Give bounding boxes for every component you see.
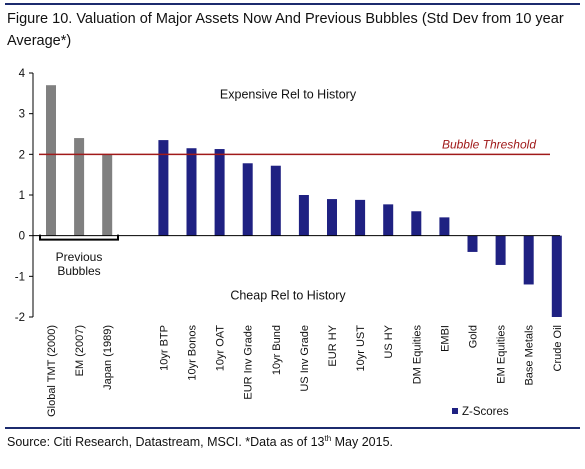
x-tick-label: 10yr Bonos bbox=[187, 325, 199, 381]
x-tick-label: 10yr Bund bbox=[271, 325, 283, 375]
previous-bubbles-label: Bubbles bbox=[57, 264, 100, 278]
z-score-bar bbox=[383, 204, 394, 236]
y-tick-label: 2 bbox=[19, 149, 25, 161]
x-tick-label: EUR HY bbox=[327, 324, 339, 366]
previous-bubbles-label: Previous bbox=[56, 250, 103, 264]
z-score-bar bbox=[158, 140, 169, 236]
annotation-expensive: Expensive Rel to History bbox=[220, 87, 357, 101]
top-rule bbox=[5, 3, 580, 5]
previous-bubble-bar bbox=[102, 154, 113, 236]
bubble-threshold-label: Bubble Threshold bbox=[442, 137, 536, 151]
z-score-bar bbox=[298, 195, 309, 236]
z-score-bar bbox=[270, 165, 281, 236]
z-score-bar bbox=[467, 235, 478, 252]
x-tick-label: Base Metals bbox=[524, 325, 536, 386]
x-tick-label: EM (2007) bbox=[74, 325, 86, 376]
source-superscript: th bbox=[324, 434, 332, 443]
x-tick-label: EM Equities bbox=[496, 325, 508, 384]
source-note: Source: Citi Research, Datastream, MSCI.… bbox=[7, 434, 393, 449]
source-text-end: May 2015. bbox=[331, 435, 394, 450]
z-score-bar bbox=[523, 235, 534, 285]
x-tick-label: 10yr BTP bbox=[158, 325, 170, 371]
x-tick-label: EMBI bbox=[439, 325, 451, 352]
z-score-bar bbox=[551, 235, 562, 317]
z-score-bar bbox=[186, 148, 197, 236]
x-tick-label: Crude Oil bbox=[552, 325, 564, 371]
x-tick-label: US HY bbox=[383, 324, 395, 358]
x-tick-label: US Inv Grade bbox=[299, 325, 311, 392]
legend-swatch bbox=[452, 408, 458, 414]
z-score-bar bbox=[411, 211, 422, 236]
x-tick-label: Japan (1989) bbox=[102, 325, 114, 390]
z-score-bar bbox=[355, 199, 366, 236]
figure-title: Figure 10. Valuation of Major Assets Now… bbox=[7, 11, 564, 49]
x-tick-label: DM Equities bbox=[411, 325, 423, 385]
y-tick-label: 1 bbox=[19, 190, 25, 202]
x-tick-label: 10yr UST bbox=[355, 325, 367, 372]
y-tick-label: -1 bbox=[15, 271, 25, 283]
z-score-bar bbox=[495, 235, 506, 265]
z-score-bar bbox=[242, 163, 253, 236]
previous-bubble-bar bbox=[46, 85, 56, 236]
y-tick-label: 3 bbox=[19, 109, 25, 121]
legend-label: Z-Scores bbox=[462, 406, 509, 418]
previous-bubbles-bracket bbox=[39, 234, 119, 241]
source-text: Source: Citi Research, Datastream, MSCI.… bbox=[7, 435, 325, 450]
x-tick-label: Gold bbox=[468, 325, 480, 348]
x-tick-label: 10yr OAT bbox=[215, 325, 227, 372]
z-score-bar bbox=[439, 217, 450, 236]
y-tick-label: 0 bbox=[19, 231, 25, 243]
x-tick-label: Global TMT (2000) bbox=[46, 325, 58, 417]
previous-bubble-bar bbox=[74, 138, 85, 236]
z-score-bar bbox=[214, 149, 225, 236]
y-tick-label: 4 bbox=[19, 68, 26, 80]
bottom-rule bbox=[5, 427, 580, 429]
x-tick-label: EUR Inv Grade bbox=[243, 325, 255, 400]
z-score-bar bbox=[327, 199, 337, 236]
annotation-cheap: Cheap Rel to History bbox=[230, 289, 346, 303]
y-tick-label: -2 bbox=[15, 312, 25, 324]
